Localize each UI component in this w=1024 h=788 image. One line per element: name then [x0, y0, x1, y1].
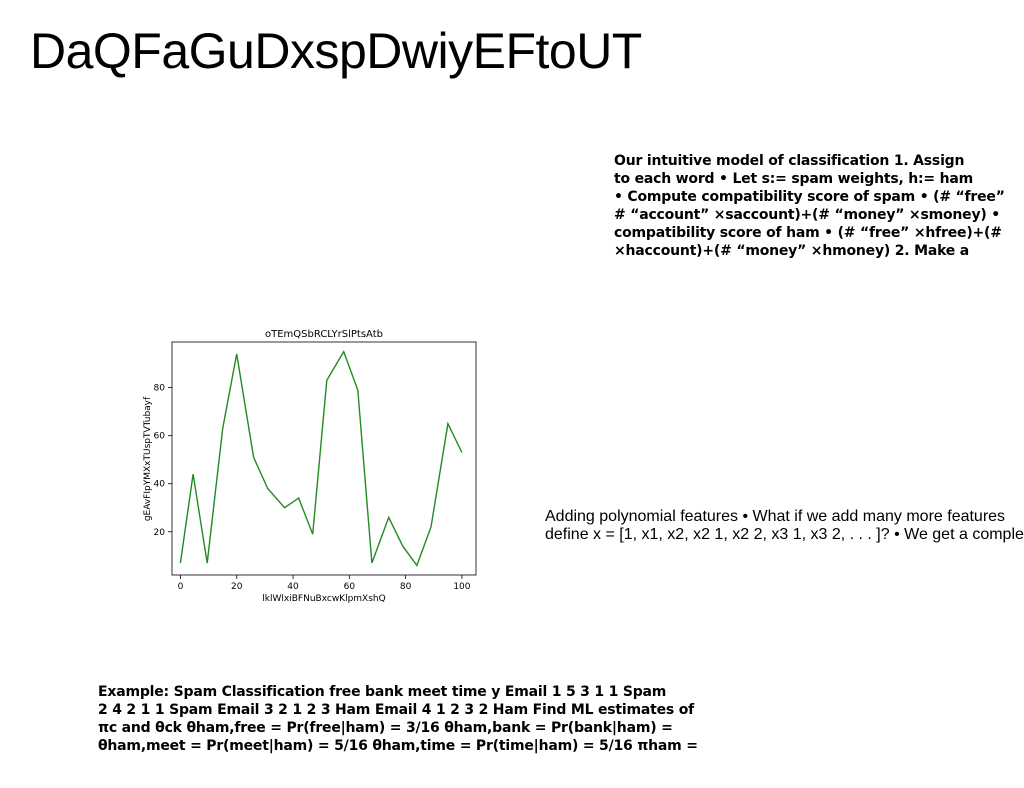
text-line: Adding polynomial features • What if we …: [545, 508, 1006, 525]
text-line: πc and θck θham,free = Pr(free|ham) = 3/…: [98, 720, 673, 736]
y-tick-label: 40: [154, 480, 166, 490]
data-line: [179, 349, 463, 567]
text-line: 2 4 2 1 1 Spam Email 3 2 1 2 3 Ham Email…: [98, 702, 695, 718]
x-tick-label: 0: [178, 582, 184, 592]
chart-title: oTEmQSbRCLYrSlPtsAtb: [265, 329, 383, 340]
text-line: Our intuitive model of classification 1.…: [614, 153, 965, 169]
x-tick-label: 100: [453, 582, 470, 592]
text-line: # “account” ×saccount)+(# “money” ×smone…: [614, 207, 1001, 223]
polynomial-features-text: Adding polynomial features • What if we …: [545, 508, 1024, 544]
x-tick-label: 20: [231, 582, 243, 592]
y-tick-label: 20: [154, 528, 166, 538]
spam-example-text: Example: Spam Classification free bank m…: [98, 683, 698, 755]
y-axis-label: gEAvFIpYMXxTUspTVTubayf: [143, 396, 153, 521]
x-tick-label: 80: [400, 582, 412, 592]
x-axis-label: lklWlxiBFNuBxcwKlpmXshQ: [262, 594, 385, 604]
classification-model-text: Our intuitive model of classification 1.…: [614, 152, 1005, 260]
text-line: ×haccount)+(# “money” ×hmoney) 2. Make a: [614, 243, 970, 259]
text-line: θham,meet = Pr(meet|ham) = 5/16 θham,tim…: [98, 738, 698, 754]
x-tick-label: 60: [344, 582, 356, 592]
line-chart: oTEmQSbRCLYrSlPtsAtb 0 20 40 60 80 100 20 40 60…: [143, 329, 477, 604]
y-tick-label: 60: [154, 432, 166, 442]
text-line: Example: Spam Classification free bank m…: [98, 684, 667, 700]
x-axis: 0 20 40 60 80 100: [178, 575, 471, 592]
text-line: to each word • Let s:= spam weights, h:=…: [614, 171, 974, 187]
text-line: • Compute compatibility score of spam • …: [614, 189, 1005, 205]
y-axis: 20 40 60 80: [154, 384, 172, 538]
x-tick-label: 40: [287, 582, 299, 592]
y-tick-label: 80: [154, 384, 166, 394]
text-line: define x = [1, x1, x2, x2 1, x2 2, x3 1,…: [545, 526, 1024, 543]
plot-area: [171, 341, 477, 576]
text-line: compatibility score of ham • (# “free” ×…: [614, 225, 1002, 241]
slide-title: DaQFaGuDxspDwiyEFtoUT: [30, 23, 642, 79]
